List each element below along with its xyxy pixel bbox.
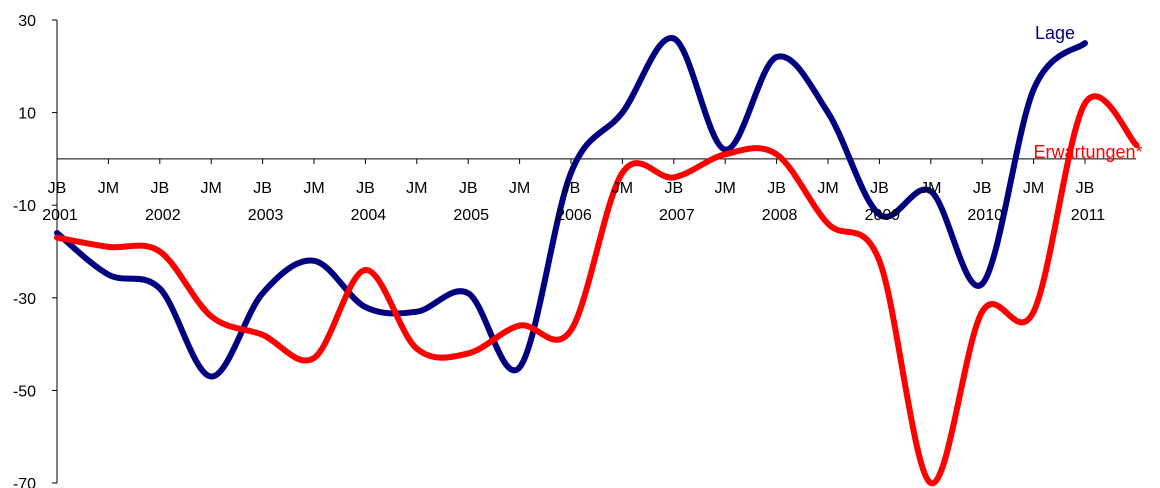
y-tick-label: 30 (18, 13, 36, 30)
x-tick-year-label: 2008 (762, 207, 798, 224)
x-tick-label: JM (406, 180, 427, 197)
series-label: Lage (1035, 23, 1075, 43)
x-tick-label: JB (664, 180, 683, 197)
x-tick-year-label: 2009 (865, 207, 901, 224)
y-tick-label: -50 (13, 383, 36, 400)
x-tick-label: JM (1023, 180, 1044, 197)
x-tick-year-label: 2010 (967, 207, 1003, 224)
x-tick-label: JM (98, 180, 119, 197)
y-axis-ticks: 30 10 -10 -30 -50 -70 (13, 13, 57, 488)
series-labels: Lage Erwartungen* (1033, 23, 1142, 162)
x-tick-label: JM (612, 180, 633, 197)
y-tick-label: 10 (18, 106, 36, 123)
y-tick-label: -10 (13, 198, 36, 215)
x-tick-label: JB (973, 180, 992, 197)
x-tick-label: JB (767, 180, 786, 197)
series-label: Erwartungen* (1033, 142, 1142, 162)
x-tick-year-label: 2011 (1071, 207, 1106, 224)
x-tick-label: JB (1076, 180, 1095, 197)
x-tick-label: JB (356, 180, 375, 197)
x-tick-year-label: 2004 (351, 207, 387, 224)
x-tick-label: JB (459, 180, 478, 197)
x-tick-label: JM (920, 180, 941, 197)
x-tick-year-label: 2005 (453, 207, 489, 224)
x-tick-label: JB (870, 180, 889, 197)
x-axis-ticks: JB 2001 JM JB 2002 JM JB 2003 JM JB 2004 JM JB 2005 JM… (42, 158, 1106, 224)
x-tick-label: JB (253, 180, 272, 197)
y-tick-label: -30 (13, 291, 36, 308)
x-tick-label: JM (303, 180, 324, 197)
x-tick-label: JM (817, 180, 838, 197)
x-tick-year-label: 2006 (556, 207, 592, 224)
y-tick-label: -70 (13, 476, 36, 488)
x-tick-label: JM (715, 180, 736, 197)
x-tick-label: JM (509, 180, 530, 197)
x-tick-label: JM (201, 180, 222, 197)
x-tick-label: JB (48, 180, 67, 197)
x-tick-label: JB (150, 180, 169, 197)
x-tick-year-label: 2003 (248, 207, 284, 224)
x-tick-year-label: 2007 (659, 207, 695, 224)
chart-series (54, 35, 1140, 487)
series-line-erwartungen (54, 93, 1140, 487)
x-tick-year-label: 2001 (42, 207, 78, 224)
chart-axes (56, 20, 1136, 483)
x-tick-year-label: 2002 (145, 207, 181, 224)
x-tick-label: JB (562, 180, 581, 197)
